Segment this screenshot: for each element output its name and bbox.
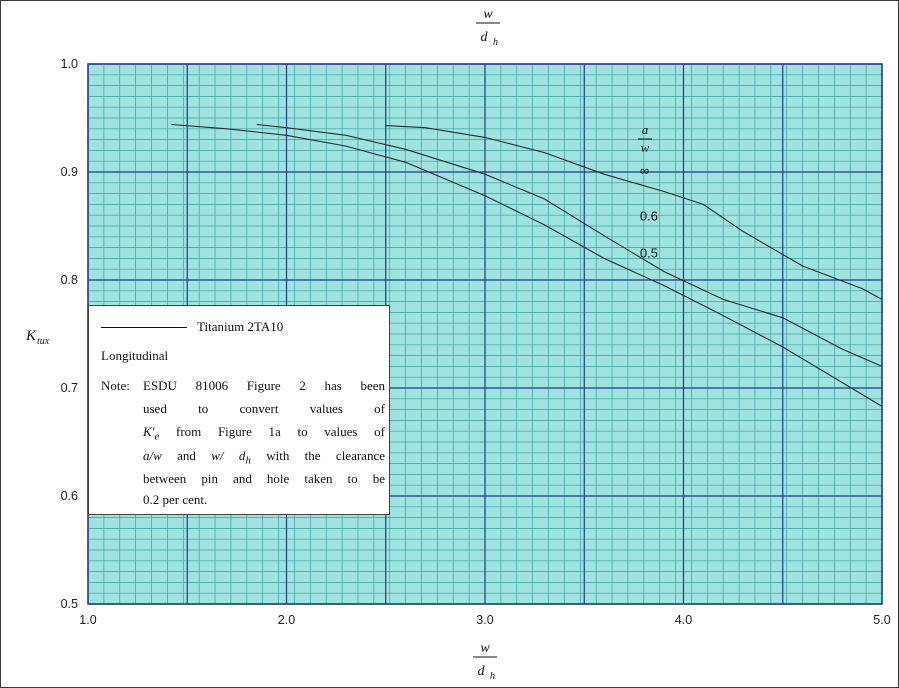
svg-text:tux: tux <box>37 336 50 347</box>
curve-0.6 <box>256 123 883 367</box>
x-axis-label-bottom: w d h <box>473 641 497 682</box>
curve-label: 0.5 <box>640 245 658 260</box>
x-axis-label-top: w d h <box>476 7 500 48</box>
x-tick-label: 5.0 <box>873 613 890 627</box>
curves: ∞ 0.6 0.5 <box>171 123 883 407</box>
symbol-wdh: w/ dh <box>211 448 251 467</box>
symbol-aw: a/w <box>143 448 162 463</box>
legend-box: Titanium 2TA10 Longitudinal Note: ESDU 8… <box>88 305 390 515</box>
curve-label: ∞ <box>640 163 649 178</box>
note-line-6: 0.2 per cent. <box>143 492 208 507</box>
svg-text:h: h <box>493 37 498 48</box>
note-line-4-text: with the clearance <box>266 448 385 463</box>
svg-text:d: d <box>481 30 489 45</box>
legend-series-label: Titanium 2TA10 <box>197 319 284 334</box>
legend-orientation: Longitudinal <box>101 348 169 363</box>
y-tick-label: 0.5 <box>61 597 78 611</box>
note-line-4: a/w and w/ dh with the clearance <box>143 448 385 467</box>
parameter-label: a w <box>638 122 652 155</box>
x-tick-label: 1.0 <box>79 613 96 627</box>
svg-text:a: a <box>642 122 649 137</box>
y-axis-label: K tux <box>25 328 50 347</box>
svg-text:K: K <box>25 328 37 344</box>
y-tick-label: 0.9 <box>61 165 78 179</box>
curve-label: 0.6 <box>640 209 658 224</box>
curve-∞ <box>385 125 883 300</box>
y-tick-label: 0.6 <box>61 489 78 503</box>
x-tick-label: 4.0 <box>675 613 692 627</box>
note-line-1: ESDU 81006 Figure 2 has been <box>143 378 385 393</box>
note-and: and <box>177 448 196 463</box>
x-tick-label: 3.0 <box>476 613 493 627</box>
legend-line-sample <box>101 327 187 328</box>
svg-text:d: d <box>478 664 486 679</box>
note-line-3-text: from Figure 1a to values of <box>176 424 385 439</box>
svg-text:h: h <box>490 671 495 682</box>
svg-text:w: w <box>483 7 493 22</box>
y-tick-label: 1.0 <box>61 57 78 71</box>
symbol-ke: K′e <box>143 424 160 443</box>
svg-text:w: w <box>480 641 490 656</box>
y-tick-label: 0.8 <box>61 273 78 287</box>
note-label: Note: <box>101 378 130 393</box>
curve-0.5 <box>171 123 883 407</box>
x-tick-label: 2.0 <box>278 613 295 627</box>
note-line-2: used to convert values of <box>143 401 385 416</box>
y-tick-label: 0.7 <box>61 381 78 395</box>
note-line-3: K′e from Figure 1a to values of <box>143 424 385 443</box>
note-line-5: between pin and hole taken to be <box>143 471 385 486</box>
svg-text:w: w <box>641 140 650 155</box>
tick-labels: 1.0 2.0 3.0 4.0 5.0 0.5 0.6 0.7 0.8 0.9 1.0 <box>61 57 891 627</box>
